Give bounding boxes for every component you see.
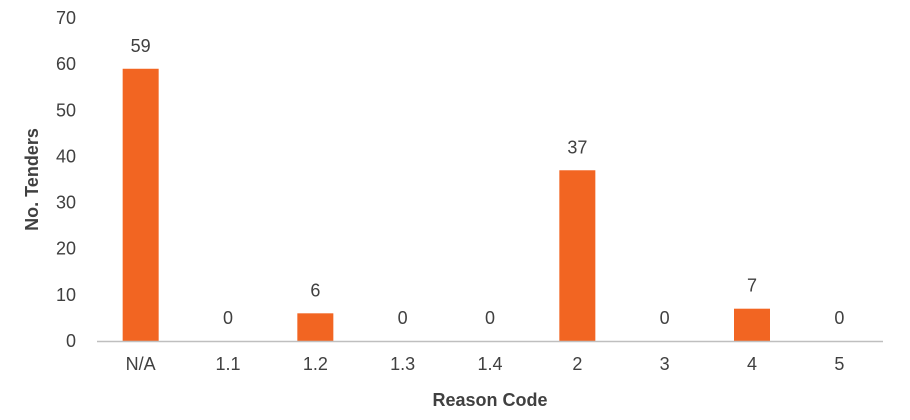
bar-value-label: 37	[567, 137, 587, 157]
bar	[297, 313, 334, 341]
y-tick-label: 50	[56, 100, 76, 120]
bar-value-label: 0	[398, 308, 408, 328]
x-tick-label: 1.3	[390, 354, 415, 374]
bar	[559, 170, 596, 341]
bar-value-label: 6	[310, 280, 320, 300]
bars	[122, 68, 770, 341]
x-axis-ticks: N/A 1.1 1.2 1.3 1.4 2 3 4 5	[126, 354, 845, 374]
bar-value-label: 7	[747, 276, 757, 296]
x-tick-label: 1.1	[215, 354, 240, 374]
bar-value-label: 0	[485, 308, 495, 328]
y-tick-label: 70	[56, 8, 76, 28]
y-tick-label: 40	[56, 146, 76, 166]
x-tick-label: 1.4	[477, 354, 502, 374]
x-tick-label: N/A	[126, 354, 156, 374]
bar	[734, 308, 770, 341]
x-tick-label: 4	[747, 354, 757, 374]
data-labels: 59 0 6 0 0 37 0 7 0	[131, 36, 845, 328]
y-tick-label: 60	[56, 54, 76, 74]
y-tick-label: 0	[66, 331, 76, 351]
y-tick-label: 10	[56, 285, 76, 305]
x-tick-label: 2	[572, 354, 582, 374]
y-axis-title: No. Tenders	[22, 128, 42, 231]
bar-value-label: 59	[131, 36, 151, 56]
bar-value-label: 0	[660, 308, 670, 328]
x-tick-label: 3	[660, 354, 670, 374]
x-tick-label: 5	[834, 354, 844, 374]
bar-value-label: 0	[223, 308, 233, 328]
x-tick-label: 1.2	[303, 354, 328, 374]
bar-value-label: 0	[834, 308, 844, 328]
y-axis-ticks: 0 10 20 30 40 50 60 70	[56, 8, 76, 351]
x-axis-title: Reason Code	[432, 390, 547, 410]
y-tick-label: 30	[56, 193, 76, 213]
y-tick-label: 20	[56, 239, 76, 259]
bar	[122, 68, 159, 341]
